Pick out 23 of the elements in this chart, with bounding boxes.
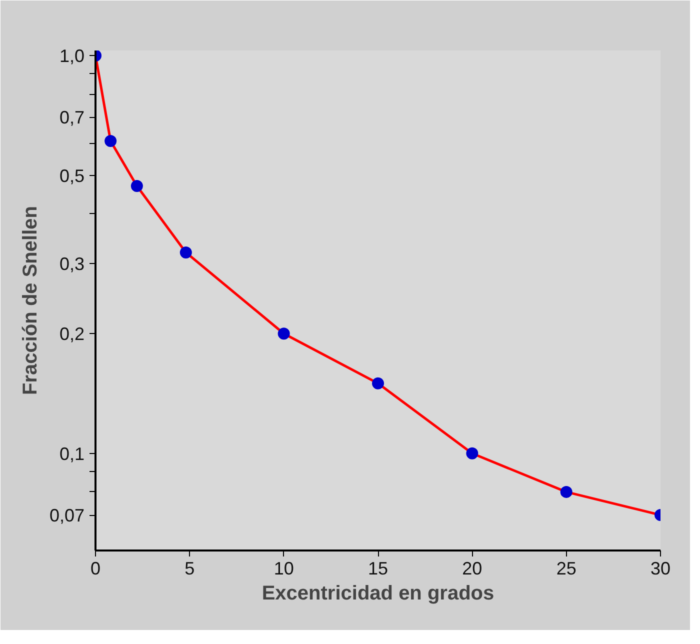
point (278, 328, 290, 340)
y-tick-label: 1,0 (59, 46, 85, 66)
x-tick-label: 20 (462, 558, 482, 578)
x-tick-label: 15 (368, 558, 388, 578)
x-tick-label: 0 (90, 558, 101, 578)
point (466, 447, 478, 460)
x-axis-title: Excentricidad en grados (262, 582, 494, 604)
point (372, 377, 384, 390)
x-tick-label: 30 (650, 558, 671, 578)
x-tick-label: 10 (274, 558, 294, 578)
y-axis-title: Fracción de Snellen (19, 206, 42, 395)
y-tick-label: 0,7 (59, 108, 85, 128)
y-tick-label: 0,07 (49, 506, 85, 526)
point (180, 246, 192, 258)
x-tick-label: 5 (184, 558, 195, 578)
point (130, 180, 143, 192)
x-tick-label: 25 (556, 558, 576, 578)
point (560, 486, 572, 498)
y-tick-label: 0,2 (59, 324, 85, 344)
y-tick-label: 0,5 (59, 166, 85, 186)
y-tick-label: 0,3 (59, 254, 85, 274)
y-tick-label: 0,1 (59, 444, 85, 464)
point (104, 135, 117, 147)
